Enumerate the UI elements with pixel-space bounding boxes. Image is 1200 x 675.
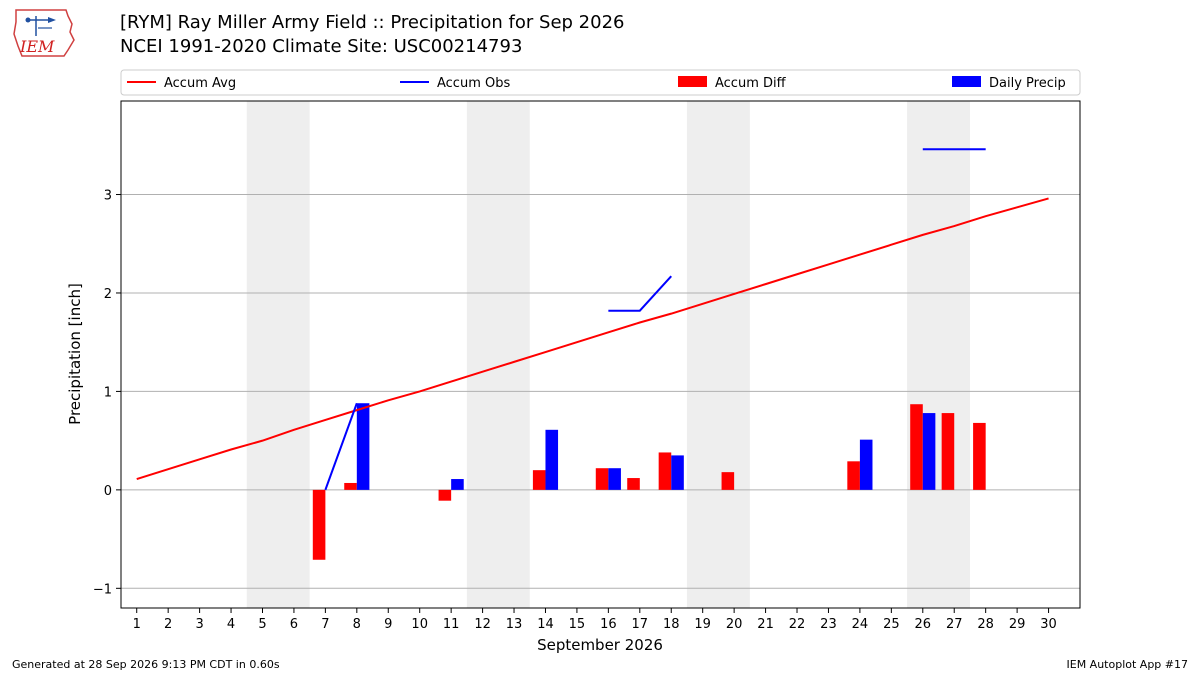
app-credit: IEM Autoplot App #17: [1066, 658, 1189, 671]
logo-text: IEM: [19, 37, 55, 56]
x-tick-label: 13: [506, 617, 523, 632]
y-tick-label: −1: [93, 582, 112, 597]
accum-diff-bar: [344, 482, 357, 490]
y-tick-label: 1: [104, 385, 112, 400]
x-tick-label: 10: [411, 617, 428, 632]
weather-station-icon: [25, 16, 56, 36]
x-tick-label: 4: [227, 617, 235, 632]
accum-diff-bar: [438, 489, 452, 501]
legend: Accum Avg Accum Obs Accum Diff Daily Precip: [120, 69, 1081, 96]
iem-logo: IEM: [13, 9, 75, 57]
x-tick-label: 16: [600, 617, 617, 632]
chart-title: [RYM] Ray Miller Army Field :: Precipita…: [120, 12, 625, 33]
accum-diff-bar: [658, 452, 672, 490]
x-axis-label: September 2026: [537, 636, 663, 654]
x-tick-label: 29: [1009, 617, 1026, 632]
accum-diff-bar: [312, 489, 326, 560]
y-tick-label: 3: [104, 189, 112, 204]
x-tick-label: 18: [663, 617, 680, 632]
y-axis-label: Precipitation [inch]: [66, 283, 84, 425]
accum-diff-bar: [910, 404, 923, 490]
x-tick-label: 28: [977, 617, 994, 632]
x-tick-label: 24: [852, 617, 869, 632]
accum-avg-line: [136, 197, 1049, 480]
x-tick-label: 14: [537, 617, 554, 632]
x-tick-label: 11: [443, 617, 460, 632]
legend-box: [120, 69, 1081, 96]
weekend-band: [466, 101, 530, 608]
x-tick-label: 15: [569, 617, 586, 632]
accum-diff-bar: [532, 470, 546, 490]
legend-patch-swatch: [952, 76, 981, 87]
legend-label: Accum Obs: [437, 76, 510, 91]
x-tick-label: 3: [195, 617, 203, 632]
x-tick-label: 17: [632, 617, 649, 632]
accum-diff-bar: [721, 472, 735, 490]
x-tick-label: 27: [946, 617, 963, 632]
legend-label: Daily Precip: [989, 76, 1066, 91]
daily-precip-bar: [545, 429, 559, 490]
daily-precip-bar: [451, 479, 464, 490]
daily-precip-bar: [608, 468, 621, 490]
x-tick-label: 2: [164, 617, 172, 632]
accum-diff-bar: [941, 413, 955, 490]
weekend-band: [246, 101, 310, 608]
weekend-band: [686, 101, 750, 608]
generated-timestamp: Generated at 28 Sep 2026 9:13 PM CDT in …: [12, 658, 280, 671]
accum-obs-line: [608, 275, 672, 312]
legend-label: Accum Avg: [164, 76, 236, 91]
x-tick-label: 26: [915, 617, 932, 632]
accum-diff-bar: [973, 422, 986, 490]
plot-frame: [120, 100, 1081, 609]
accum-obs-line: [324, 402, 358, 491]
x-tick-label: 21: [757, 617, 774, 632]
x-tick-label: 5: [258, 617, 266, 632]
x-tick-label: 22: [789, 617, 806, 632]
x-tick-label: 7: [321, 617, 329, 632]
accum-diff-bar: [595, 468, 609, 490]
daily-precip-bar: [922, 413, 936, 490]
x-tick-label: 6: [290, 617, 298, 632]
weekend-band: [907, 101, 970, 608]
y-tick-label: 0: [104, 484, 112, 499]
daily-precip-bar: [356, 403, 370, 490]
accum-diff-bar: [847, 461, 860, 490]
legend-label: Accum Diff: [715, 76, 787, 91]
x-tick-label: 23: [820, 617, 837, 632]
x-tick-label: 8: [353, 617, 361, 632]
x-tick-label: 30: [1040, 617, 1057, 632]
x-tick-label: 20: [726, 617, 743, 632]
x-tick-label: 25: [883, 617, 900, 632]
daily-precip-bar: [671, 455, 684, 490]
accum-diff-bar: [627, 478, 640, 490]
x-tick-label: 19: [694, 617, 711, 632]
chart-subtitle: NCEI 1991-2020 Climate Site: USC00214793: [120, 36, 523, 57]
x-tick-label: 12: [474, 617, 491, 632]
x-tick-label: 9: [384, 617, 392, 632]
legend-patch-swatch: [678, 76, 707, 87]
daily-precip-bar: [859, 439, 873, 490]
y-tick-label: 2: [104, 287, 112, 302]
x-tick-label: 1: [133, 617, 141, 632]
